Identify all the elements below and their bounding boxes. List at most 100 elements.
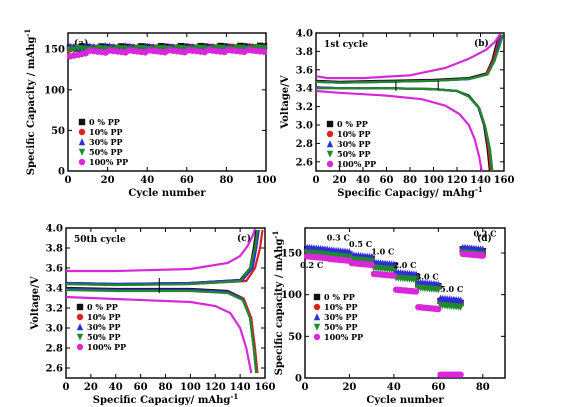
panel-a: 0 20 40 60 80 100 0 50 100 150 Cycle number Specifi… <box>23 29 276 199</box>
y-tick-label: 3.6 <box>46 264 63 275</box>
legend-label: 30% PP <box>324 312 358 322</box>
x-tick-label: 120 <box>205 382 226 393</box>
plot-frame <box>67 32 267 172</box>
legend-label: 0 % PP <box>337 119 368 129</box>
x-tick-label: 0 <box>65 175 72 186</box>
legend-label: 30% PP <box>337 139 371 149</box>
x-tick-label: 40 <box>356 175 370 186</box>
x-tick-label: 80 <box>219 175 233 186</box>
legend-label: 10% PP <box>87 312 121 322</box>
legend-label: 50% PP <box>337 149 371 159</box>
legend-marker <box>326 160 334 168</box>
legend-marker <box>78 158 86 166</box>
y-tick-label: 50 <box>288 332 302 343</box>
legend-marker <box>326 120 334 128</box>
panel-label: (b) <box>474 38 489 49</box>
data-point <box>479 245 486 253</box>
discharge-curve <box>316 87 494 172</box>
x-tick-label: 160 <box>255 382 276 393</box>
legend-marker <box>326 140 334 148</box>
y-tick-label: 100 <box>281 290 302 301</box>
panel-label: (c) <box>237 233 251 244</box>
legend-marker <box>326 150 334 158</box>
legend-label: 0 % PP <box>324 292 355 302</box>
data-point <box>390 266 398 274</box>
x-tick-label: 20 <box>101 175 115 186</box>
rate-label: 0.2 C <box>473 228 496 238</box>
y-tick-label: 4.0 <box>46 224 63 235</box>
legend-label: 10% PP <box>324 302 358 312</box>
x-tick-label: 100 <box>256 175 277 186</box>
data-point <box>390 272 398 279</box>
series-100pp <box>304 250 486 378</box>
data-point <box>368 261 375 269</box>
x-tick-label: 80 <box>403 175 417 186</box>
legend-marker <box>76 333 84 341</box>
legend-marker <box>78 138 86 146</box>
x-tick-label: 60 <box>380 175 394 186</box>
legend-marker <box>76 313 84 321</box>
x-tick-label: 0 <box>313 175 320 186</box>
x-tick-label: 20 <box>342 382 356 393</box>
y-axis-label: Voltage/V <box>280 75 291 129</box>
charge-curve <box>315 34 504 84</box>
x-tick-label: 140 <box>230 382 251 393</box>
x-tick-label: 120 <box>447 175 468 186</box>
data-point <box>70 46 78 54</box>
legend-label: 30% PP <box>89 137 123 147</box>
series-100pp <box>66 46 268 60</box>
rate-label: 1.0 C <box>371 247 394 257</box>
x-tick-label: 140 <box>470 175 491 186</box>
x-tick-label: 0 <box>302 382 309 393</box>
discharge-curve <box>65 295 253 374</box>
x-tick-label: 0 <box>63 382 70 393</box>
plot-frame <box>304 227 506 379</box>
x-tick-label: 40 <box>387 382 401 393</box>
y-tick-label: 3.0 <box>296 121 313 132</box>
data-point <box>412 276 420 284</box>
x-tick-label: 160 <box>494 175 515 186</box>
charge-curve <box>315 33 502 80</box>
data-point <box>435 305 442 313</box>
data-point <box>457 371 464 378</box>
y-tick-label: 2.8 <box>46 344 63 355</box>
legend-marker <box>78 128 86 136</box>
panel-d: 0 20 40 60 80 0 50 100 150 Cycle number Specific c… <box>271 227 506 406</box>
legend-label: 50% PP <box>87 332 121 342</box>
rate-label: 5.0 C <box>440 284 463 294</box>
legend-label: 100% PP <box>337 159 376 169</box>
data-point <box>368 258 375 266</box>
y-axis-label: Voltage/V <box>30 276 41 330</box>
y-tick-label: 2.8 <box>296 139 313 150</box>
legend-marker <box>313 293 321 301</box>
y-tick-label: 2.6 <box>296 157 313 168</box>
legend-marker <box>76 343 84 351</box>
data-point <box>435 286 442 294</box>
y-tick-label: 3.4 <box>296 84 313 95</box>
panel-label: (d) <box>477 233 492 244</box>
data-point <box>457 303 464 311</box>
discharge-curve <box>315 89 483 172</box>
discharge-curve <box>65 288 258 374</box>
charge-curve <box>65 229 259 287</box>
x-tick-label: 60 <box>134 382 148 393</box>
legend-label: 100% PP <box>324 332 363 342</box>
legend-marker <box>326 130 334 138</box>
y-axis-label: Specific Capacity / mAhg-1 <box>23 29 37 176</box>
x-tick-label: 80 <box>159 382 173 393</box>
charge-curve <box>66 228 257 273</box>
legend-marker <box>76 303 84 311</box>
y-tick-label: 3.8 <box>46 244 63 255</box>
x-tick-label: 100 <box>423 175 444 186</box>
y-tick-label: 3.6 <box>296 65 313 76</box>
x-axis-label: Specific Capacigy/ mAhg-1 <box>337 185 483 199</box>
y-tick-label: 4.0 <box>296 29 313 40</box>
data-point <box>435 280 442 288</box>
x-tick-label: 40 <box>140 175 154 186</box>
x-tick-label: 60 <box>431 382 445 393</box>
y-tick-label: 0 <box>58 167 65 178</box>
